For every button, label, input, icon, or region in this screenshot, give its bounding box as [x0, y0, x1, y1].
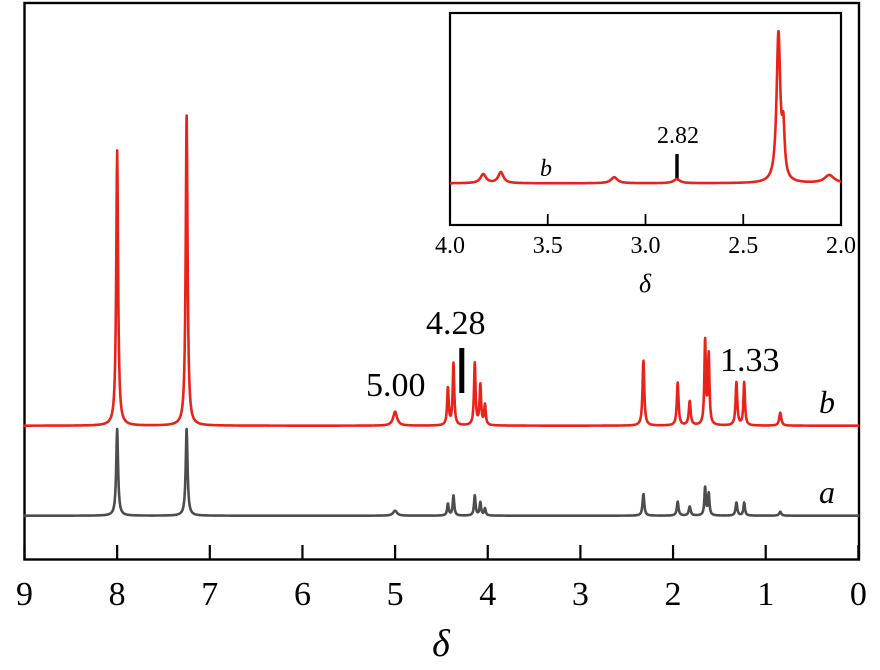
svg-text:2.5: 2.5 — [728, 233, 758, 259]
svg-text:3.5: 3.5 — [533, 233, 563, 259]
svg-text:3.0: 3.0 — [631, 233, 661, 259]
svg-text:4: 4 — [479, 576, 496, 613]
svg-text:5.00: 5.00 — [366, 367, 426, 404]
svg-text:b: b — [819, 384, 835, 420]
svg-text:2: 2 — [665, 576, 682, 613]
svg-text:δ: δ — [432, 623, 451, 665]
svg-text:a: a — [819, 474, 835, 510]
svg-text:5: 5 — [387, 576, 404, 613]
svg-text:b: b — [540, 156, 552, 182]
svg-text:4.0: 4.0 — [435, 233, 465, 259]
svg-text:7: 7 — [201, 576, 218, 613]
svg-text:4.28: 4.28 — [426, 305, 486, 342]
svg-text:δ: δ — [639, 269, 652, 298]
svg-text:0: 0 — [850, 576, 867, 613]
svg-text:2.82: 2.82 — [657, 123, 699, 149]
svg-text:1.33: 1.33 — [720, 342, 780, 379]
svg-text:3: 3 — [572, 576, 589, 613]
svg-text:2.0: 2.0 — [826, 233, 856, 259]
svg-text:6: 6 — [294, 576, 311, 613]
svg-text:1: 1 — [757, 576, 774, 613]
svg-text:9: 9 — [16, 576, 33, 613]
svg-text:8: 8 — [109, 576, 126, 613]
